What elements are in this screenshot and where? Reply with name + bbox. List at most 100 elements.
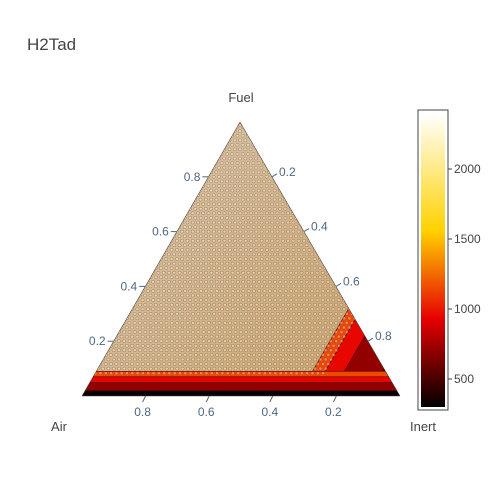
data-marker [188, 362, 193, 366]
data-marker [248, 174, 253, 179]
data-marker [207, 321, 211, 325]
data-marker [304, 252, 309, 257]
data-marker [227, 220, 232, 225]
data-marker [133, 357, 137, 362]
inert-tick-label: 0.4 [311, 220, 328, 234]
data-marker [339, 330, 344, 334]
data-marker [198, 243, 203, 248]
data-marker [262, 270, 267, 275]
data-marker [240, 170, 245, 174]
data-marker [302, 238, 306, 243]
data-marker [315, 334, 320, 339]
data-marker [251, 216, 256, 220]
data-marker [225, 371, 230, 376]
data-marker [170, 330, 174, 334]
data-marker [130, 325, 134, 330]
data-marker [246, 161, 250, 165]
data-marker [143, 302, 148, 307]
axis-label-fuel: Fuel [228, 90, 253, 105]
data-marker [175, 357, 180, 362]
data-marker [291, 248, 296, 252]
data-marker [280, 238, 285, 243]
data-marker [318, 284, 322, 289]
data-marker [217, 348, 222, 353]
data-marker [177, 243, 182, 248]
data-marker [185, 348, 190, 353]
data-marker [246, 279, 251, 284]
data-marker [127, 330, 132, 334]
data-marker [281, 348, 286, 353]
data-marker [236, 270, 240, 275]
data-marker [180, 248, 184, 252]
data-marker [212, 248, 216, 252]
data-marker [278, 362, 283, 366]
data-marker [156, 362, 161, 366]
data-marker [211, 174, 216, 179]
data-marker [260, 321, 264, 325]
data-marker [286, 311, 291, 316]
data-marker [188, 298, 193, 302]
data-marker [204, 252, 208, 257]
data-marker [328, 311, 333, 316]
data-marker [297, 311, 301, 316]
data-marker [262, 279, 267, 284]
data-marker [159, 266, 163, 270]
data-marker [238, 147, 242, 152]
data-marker [206, 275, 211, 280]
data-marker [305, 334, 309, 339]
data-marker [270, 366, 275, 371]
data-marker [233, 211, 237, 216]
data-marker [199, 316, 203, 321]
colorbar-gradient [421, 113, 445, 407]
data-marker [146, 343, 150, 348]
data-marker [288, 216, 293, 220]
data-markers [93, 122, 357, 376]
data-marker [161, 261, 166, 266]
data-marker [151, 325, 156, 330]
inert-tick-mark [335, 282, 342, 287]
data-marker [204, 307, 208, 312]
data-marker [262, 325, 267, 330]
data-marker [223, 330, 227, 334]
data-marker [247, 371, 251, 376]
data-marker [259, 165, 264, 170]
data-marker [291, 229, 296, 234]
data-marker [257, 298, 262, 302]
data-marker [288, 225, 293, 229]
data-marker [227, 147, 232, 152]
data-marker [138, 366, 142, 371]
data-marker [244, 330, 248, 334]
data-marker [270, 348, 275, 353]
data-marker [280, 211, 285, 216]
data-marker [260, 302, 264, 307]
data-marker [257, 307, 262, 312]
data-marker [262, 343, 267, 348]
data-marker [222, 311, 227, 316]
data-marker [304, 261, 309, 266]
data-marker [321, 343, 325, 348]
data-marker [240, 142, 245, 147]
data-marker [143, 366, 148, 371]
data-marker [230, 170, 234, 174]
data-marker [209, 279, 214, 284]
data-marker [230, 243, 235, 248]
data-marker [183, 261, 187, 266]
data-marker [246, 206, 251, 211]
data-marker [297, 366, 302, 371]
data-marker [275, 293, 280, 298]
data-marker [209, 289, 214, 293]
data-marker [289, 279, 293, 284]
data-marker [238, 229, 243, 234]
data-marker [318, 339, 323, 344]
data-marker [169, 293, 174, 298]
data-marker [254, 220, 259, 225]
data-marker [257, 334, 262, 339]
data-marker [256, 161, 261, 165]
data-marker [281, 366, 286, 371]
data-marker [177, 261, 182, 266]
data-marker [236, 371, 241, 376]
data-marker [235, 234, 240, 238]
data-marker [260, 330, 264, 334]
data-marker [135, 334, 140, 339]
